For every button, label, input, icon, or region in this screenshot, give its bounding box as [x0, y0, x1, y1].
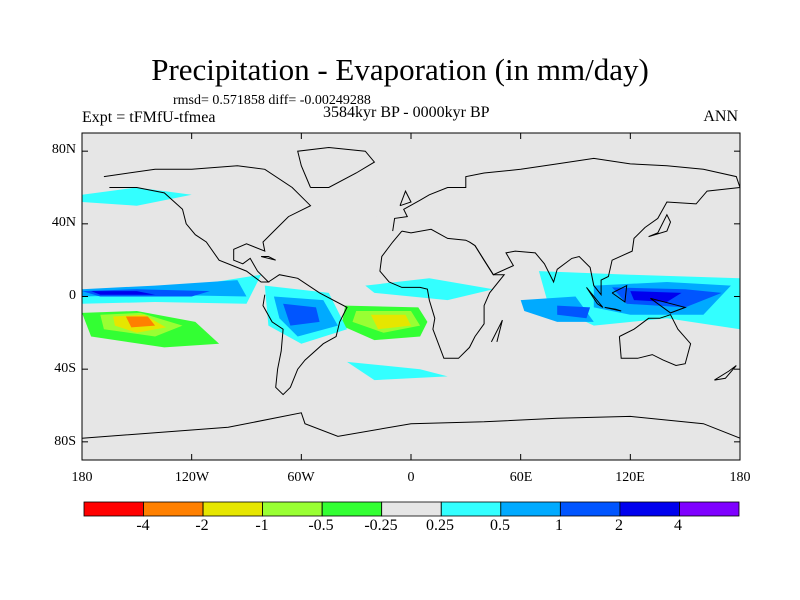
coastline [714, 365, 737, 381]
coastline [297, 146, 376, 188]
anomaly-region [370, 314, 411, 330]
colorbar-label: -0.25 [364, 517, 398, 534]
coastline [379, 230, 506, 359]
coastline [103, 165, 312, 283]
colorbar [83, 501, 740, 517]
colorbar-label: 0.5 [490, 517, 510, 534]
statistics-text: rmsd= 0.571858 diff= -0.00249288 [173, 93, 371, 108]
colorbar-label: -1 [255, 517, 269, 534]
coastline [262, 274, 348, 396]
chart-title: Precipitation - Evaporation (in mm/day) [151, 52, 649, 87]
anomaly-region [557, 305, 591, 319]
colorbar-swatch [321, 501, 383, 517]
coastline [399, 189, 412, 207]
coastlines [82, 146, 740, 439]
anomaly-region [283, 303, 320, 326]
colorbar-swatch [143, 501, 204, 517]
anomaly-region [100, 205, 188, 228]
anomaly-region [511, 347, 631, 370]
colorbar-swatch [83, 501, 144, 517]
lat-tick-label: 80S [54, 434, 76, 449]
colorbar-label: -0.5 [308, 517, 334, 534]
period-label: 3584kyr BP - 0000kyr BP [323, 104, 490, 121]
colorbar-swatch [500, 501, 561, 517]
colorbar-label: -4 [136, 517, 150, 534]
colorbar-swatch [381, 501, 442, 517]
colorbar-label: 1 [555, 517, 563, 534]
anomaly-region [228, 383, 338, 402]
coastline [604, 306, 622, 312]
lon-tick-label: 0 [407, 470, 415, 485]
lat-tick-label: 40S [54, 361, 76, 376]
lon-tick-label: 60W [287, 470, 315, 485]
anomaly-region [82, 187, 192, 206]
colorbar-swatch [440, 501, 502, 517]
colorbar-label: 0.25 [426, 517, 454, 534]
anomaly-region [374, 209, 466, 228]
colorbar-label: 2 [615, 517, 623, 534]
lon-tick-label: 120E [615, 470, 645, 485]
anomaly-region [125, 316, 156, 328]
colorbar-swatch [262, 501, 323, 517]
lat-tick-label: 40N [51, 215, 76, 230]
colorbar-label: -2 [195, 517, 209, 534]
lon-tick-label: 180 [71, 470, 93, 485]
lon-tick-label: 120W [174, 470, 210, 485]
anomaly-region [347, 361, 448, 381]
lon-tick-label: 60E [509, 470, 533, 485]
coastline [618, 314, 692, 367]
colorbar-swatch [560, 501, 621, 517]
colorbar-label: 4 [674, 517, 682, 534]
anomaly-region [630, 291, 682, 302]
axis-ticks [81, 133, 741, 460]
coastline [648, 213, 672, 238]
coastline [650, 297, 687, 314]
coastline [82, 412, 740, 439]
anomaly-region [82, 242, 229, 268]
lat-tick-label: 80N [51, 142, 76, 157]
anomaly-region [283, 238, 366, 264]
coastline [611, 284, 628, 303]
season-label: ANN [703, 108, 738, 125]
experiment-label: Expt = tFMfU-tfmea [82, 109, 216, 126]
coastline [490, 319, 503, 343]
lat-tick-label: 0 [69, 288, 76, 303]
colorbar-swatch [619, 501, 680, 517]
colorbar-swatch [202, 501, 264, 517]
anomaly-region [91, 291, 156, 295]
coastline [586, 287, 604, 308]
map-field [82, 133, 740, 460]
anomaly-region [365, 278, 494, 301]
lon-tick-label: 180 [729, 470, 751, 485]
coastline [260, 256, 276, 261]
colorbar-swatch [679, 501, 740, 517]
